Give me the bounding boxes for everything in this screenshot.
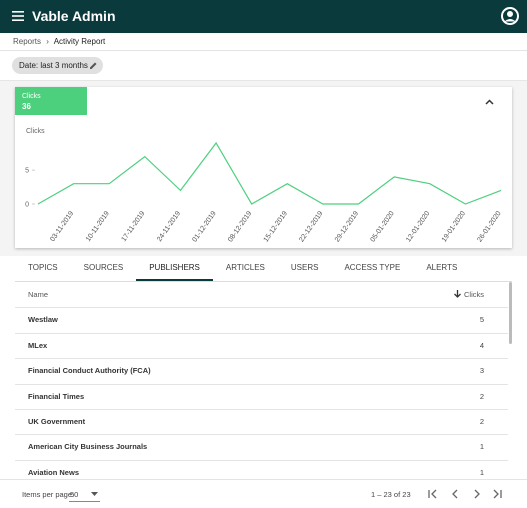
x-tick-label: 22-12-2019 xyxy=(298,210,324,243)
x-tick-label: 17-11-2019 xyxy=(121,210,147,243)
publisher-name: UK Government xyxy=(28,417,86,426)
edit-icon xyxy=(90,62,97,69)
summary-tile: Clicks 36 xyxy=(15,87,87,115)
table-row[interactable]: Financial Times 2 xyxy=(15,384,508,410)
publisher-name: Westlaw xyxy=(28,315,58,325)
sort-arrow xyxy=(454,290,461,298)
x-tick-label: 29-12-2019 xyxy=(334,210,360,243)
page-range: 1 – 23 of 23 xyxy=(371,490,411,499)
breadcrumb: Reports › Activity Report xyxy=(13,37,106,46)
select-underline xyxy=(69,501,100,502)
breadcrumb-link[interactable]: Reports xyxy=(13,37,42,46)
summary-label: Clicks xyxy=(22,93,41,100)
table-row[interactable]: UK Government 2 xyxy=(15,409,508,436)
y-tick-label: 0 xyxy=(25,202,29,209)
click-count: 4 xyxy=(479,340,484,350)
date-chip[interactable]: Date: last 3 months xyxy=(12,57,103,74)
items-label: Items per page: xyxy=(22,490,75,499)
tab[interactable]: TOPICS xyxy=(28,263,58,272)
page-buttons[interactable] xyxy=(426,488,506,500)
publisher-name: MLex xyxy=(28,340,48,350)
table-row[interactable]: Westlaw 5 xyxy=(15,307,508,334)
table-row[interactable]: Aviation News 1 xyxy=(15,460,508,478)
click-count: 3 xyxy=(479,366,484,376)
click-count: 1 xyxy=(479,442,484,452)
column-header[interactable]: Clicks xyxy=(454,282,484,307)
page-size[interactable]: 50 xyxy=(70,490,79,499)
x-tick-label: 10-11-2019 xyxy=(85,210,111,243)
tab[interactable]: SOURCES xyxy=(83,263,124,272)
click-count: 1 xyxy=(479,467,484,477)
collapse-icon[interactable] xyxy=(485,99,494,105)
tab-bar: TOPICS SOURCES PUBLISHERS ARTICLES USERS ACCE… xyxy=(15,257,512,282)
table-row[interactable]: MLex 4 xyxy=(15,333,508,360)
tab[interactable]: ALERTS xyxy=(426,263,458,272)
scrollbar[interactable] xyxy=(509,282,512,344)
x-tick-label: 05-01-2020 xyxy=(370,210,396,243)
paginator: Items per page: 50 1 – 23 of 23 xyxy=(0,479,527,508)
table-row[interactable]: American City Business Journals 1 xyxy=(15,434,508,461)
table: Name Clicks Westlaw 5 MLex 4 Financial Conduct… xyxy=(15,282,512,478)
publisher-name: Aviation News xyxy=(28,467,79,477)
chart-card xyxy=(15,87,512,248)
publisher-name: American City Business Journals xyxy=(28,442,148,452)
x-tick-label: 19-01-2020 xyxy=(441,210,467,243)
summary-value: 36 xyxy=(22,102,31,111)
app-title: Vable Admin xyxy=(32,8,116,24)
dropdown-arrow xyxy=(91,492,98,496)
breadcrumb-current: Activity Report xyxy=(53,37,106,46)
table-row[interactable]: Financial Conduct Authority (FCA) 3 xyxy=(15,358,508,385)
x-tick-label: 08-12-2019 xyxy=(227,210,253,243)
account-icon[interactable] xyxy=(501,7,519,25)
publisher-name: Financial Conduct Authority (FCA) xyxy=(28,366,151,376)
publisher-name: Financial Times xyxy=(28,391,85,401)
click-count: 2 xyxy=(479,417,484,426)
x-tick-label: 01-12-2019 xyxy=(191,210,217,243)
chart: Clicks 0 5 03-11-2019 10-11-2019 17-11-2019 2… xyxy=(25,99,503,243)
tab[interactable]: PUBLISHERS xyxy=(136,257,213,281)
chip-label: Date: last 3 months xyxy=(19,61,88,70)
click-count: 2 xyxy=(479,391,484,401)
divider xyxy=(0,50,527,51)
x-tick-label: 12-01-2020 xyxy=(405,210,431,243)
tab[interactable]: USERS xyxy=(290,263,319,272)
y-axis-label: Clicks xyxy=(26,128,45,135)
top-bar: Vable Admin xyxy=(0,0,527,33)
table-header: Name Clicks xyxy=(15,282,508,309)
y-tick-label: 5 xyxy=(25,168,29,175)
column-label: Clicks xyxy=(464,290,484,299)
menu-icon[interactable] xyxy=(12,11,24,21)
line-series xyxy=(37,141,502,205)
x-tick-label: 15-12-2019 xyxy=(263,210,289,243)
tab[interactable]: ARTICLES xyxy=(225,263,265,272)
x-tick-label: 24-11-2019 xyxy=(156,210,182,243)
click-count: 5 xyxy=(479,315,484,325)
tab[interactable]: ACCESS TYPE xyxy=(344,263,401,272)
x-tick-label: 03-11-2019 xyxy=(49,210,75,243)
x-tick-label: 26-01-2020 xyxy=(476,210,502,243)
column-header[interactable]: Name xyxy=(28,290,49,299)
